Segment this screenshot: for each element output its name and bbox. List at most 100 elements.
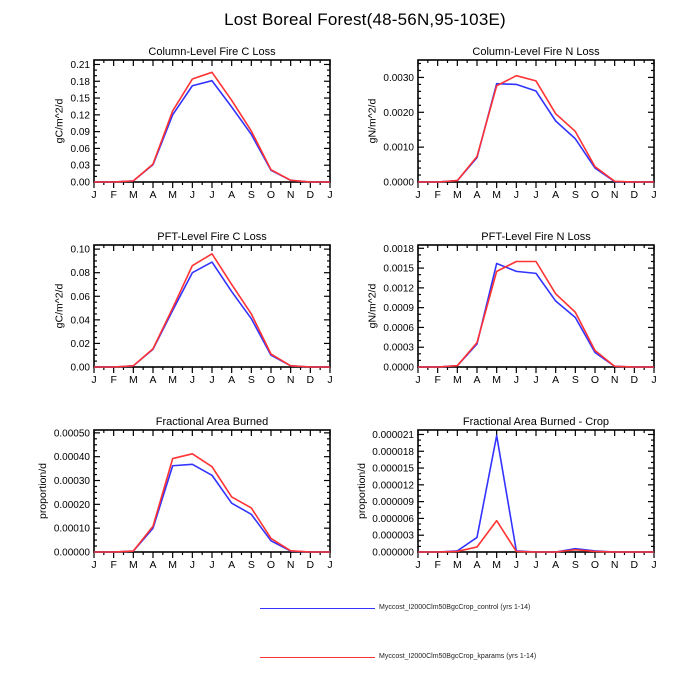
chart-title: Column-Level Fire N Loss — [472, 46, 600, 58]
x-tick-label: J — [651, 374, 656, 386]
y-tick-label: 0.00 — [71, 363, 91, 374]
y-tick-label: 0.0006 — [383, 323, 414, 334]
x-tick-label: M — [168, 189, 177, 201]
y-tick-label: 0.15 — [71, 94, 91, 105]
y-tick-label: 0.0030 — [383, 73, 414, 84]
chart-title: Fractional Area Burned — [156, 416, 269, 428]
x-tick-label: J — [533, 189, 538, 201]
chart-svg-fractional-area-burned: J F M A M J J A S O N D J0.000000.000100.000200.0003… — [37, 416, 332, 571]
x-tick-label: A — [473, 189, 480, 201]
y-tick-label: 0.0020 — [383, 108, 414, 119]
chart-pft-level-fire-c-loss: J F M A M J J A S O N D J 0.00 0.02 0.04 0.06 0.08 0.10 PFT… — [26, 229, 336, 401]
x-tick-label: M — [453, 189, 462, 201]
x-tick-label: J — [651, 559, 656, 571]
x-tick-label: F — [434, 189, 440, 201]
x-tick-label: A — [228, 374, 235, 386]
x-tick-label: F — [110, 374, 116, 386]
series-control — [94, 463, 330, 553]
x-tick-label: A — [473, 559, 480, 571]
x-tick-label: J — [190, 189, 195, 201]
y-tick-label: 0.02 — [71, 339, 91, 350]
y-tick-label: 0.00010 — [54, 524, 91, 535]
x-tick-label: A — [149, 374, 156, 386]
x-tick-label: S — [572, 559, 579, 571]
chart-svg-pft-level-fire-c-loss: J F M A M J J A S O N D J0.000.020.040.060.080.10PFT… — [53, 231, 332, 386]
x-tick-label: N — [611, 374, 619, 386]
x-tick-label: M — [168, 559, 177, 571]
x-tick-label: A — [473, 374, 480, 386]
chart-title: PFT-Level Fire C Loss — [157, 231, 267, 243]
y-tick-label: 0.000018 — [372, 447, 414, 458]
y-tick-label: 0.0003 — [383, 343, 414, 354]
chart-svg-pft-level-fire-n-loss: J F M A M J J A S O N D J0.00000.00030.00060.00090.0… — [367, 231, 657, 386]
x-tick-label: J — [415, 374, 420, 386]
x-tick-label: J — [91, 374, 96, 386]
y-tick-label: 0.0012 — [383, 283, 414, 294]
series-kparams — [94, 71, 330, 183]
x-tick-label: F — [434, 559, 440, 571]
plot-frame — [417, 429, 655, 553]
series-kparams — [418, 260, 654, 368]
x-tick-label: J — [91, 559, 96, 571]
x-tick-label: S — [248, 559, 255, 571]
chart-title: Column-Level Fire C Loss — [148, 46, 276, 58]
series-control — [418, 82, 654, 183]
x-tick-label: S — [248, 374, 255, 386]
series-kparams — [94, 253, 330, 368]
x-tick-label: D — [631, 374, 639, 386]
y-tick-label: 0.09 — [71, 127, 91, 138]
x-tick-label: J — [190, 559, 195, 571]
x-tick-label: D — [631, 189, 639, 201]
plot-frame — [93, 59, 331, 183]
y-tick-label: 0.000000 — [372, 548, 414, 559]
x-tick-label: N — [287, 189, 295, 201]
y-tick-label: 0.08 — [71, 268, 91, 279]
series-kparams — [94, 453, 330, 553]
x-tick-label: J — [514, 374, 519, 386]
x-tick-label: J — [533, 559, 538, 571]
x-tick-label: M — [129, 559, 138, 571]
series-control — [418, 262, 654, 368]
chart-title: PFT-Level Fire N Loss — [481, 231, 591, 243]
x-tick-label: N — [287, 374, 295, 386]
x-tick-label: O — [267, 189, 275, 201]
x-tick-label: S — [572, 374, 579, 386]
legend-line-control — [260, 608, 375, 609]
x-tick-label: A — [149, 559, 156, 571]
y-tick-label: 0.00000 — [54, 548, 91, 559]
x-tick-label: J — [415, 189, 420, 201]
y-axis-label: proportion/d — [356, 463, 368, 519]
x-tick-label: J — [91, 189, 96, 201]
y-tick-label: 0.000006 — [372, 514, 414, 525]
plot-frame — [93, 429, 331, 553]
x-tick-label: M — [129, 189, 138, 201]
x-tick-label: S — [572, 189, 579, 201]
x-tick-label: D — [631, 559, 639, 571]
chart-title: Fractional Area Burned - Crop — [463, 416, 609, 428]
plot-frame — [417, 59, 655, 183]
chart-svg-column-level-fire-n-loss: J F M A M J J A S O N D J0.00000.00100.00200.0030Col… — [367, 46, 657, 201]
x-tick-label: O — [591, 559, 599, 571]
x-tick-label: A — [149, 189, 156, 201]
y-tick-label: 0.000021 — [372, 430, 414, 441]
chart-column-level-fire-c-loss: J F M A M J J A S O N D J 0.00 0.03 0.06 0.09 0.12 0.15 0.1… — [26, 44, 336, 216]
series-control — [94, 261, 330, 368]
x-tick-label: F — [434, 374, 440, 386]
x-tick-label: J — [533, 374, 538, 386]
x-tick-label: M — [453, 559, 462, 571]
y-tick-label: 0.00020 — [54, 500, 91, 511]
x-tick-label: M — [492, 559, 501, 571]
y-axis-label: gN/m^2/d — [367, 284, 379, 329]
series-control — [94, 79, 330, 183]
y-tick-label: 0.000015 — [372, 464, 414, 475]
series-kparams — [418, 519, 654, 553]
x-tick-label: A — [228, 189, 235, 201]
x-tick-label: M — [492, 189, 501, 201]
x-tick-label: J — [190, 374, 195, 386]
x-tick-label: N — [287, 559, 295, 571]
x-tick-label: D — [307, 189, 315, 201]
y-tick-label: 0.18 — [71, 77, 91, 88]
y-axis-label: gC/m^2/d — [53, 99, 65, 144]
y-tick-label: 0.00030 — [54, 476, 91, 487]
x-tick-label: A — [552, 189, 559, 201]
